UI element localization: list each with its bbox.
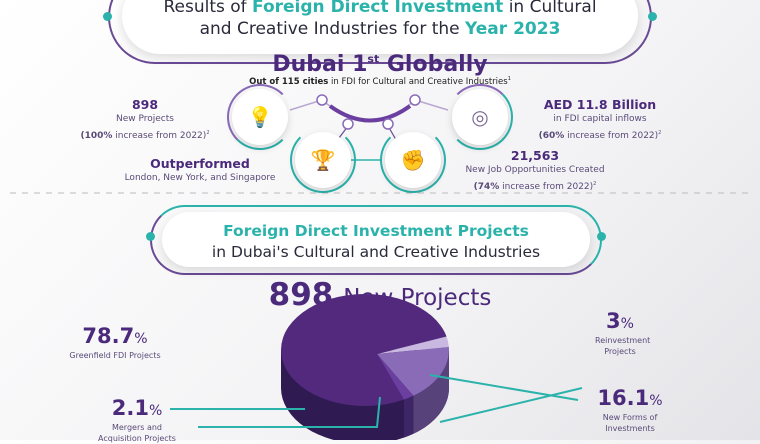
pie-slice [281,294,447,406]
target-icon: ◎ [452,89,508,145]
stat-line1: London, New York, and Singapore [124,173,276,183]
pie-slice [377,346,449,396]
pct-value: 2.1 [111,396,149,420]
stat-value: 21,563 [510,148,560,163]
stat-projects: 898 New Projects (100% increase from 202… [60,97,230,143]
ranking-subtitle-rest: in FDI for Cultural and Creative Industr… [328,76,508,87]
pie-slice-side [413,350,449,434]
ring [380,127,446,193]
stat-capital: AED 11.8 Billion in FDI capital inflows … [510,97,690,143]
stat-line1: New Projects [116,114,174,124]
pie-slice [377,354,414,400]
pct-unit: % [134,331,148,347]
stat-bold: (74% [473,182,500,192]
header-line1-pre: Results of [163,0,253,17]
node [382,118,394,130]
header-line1-post: in Cultural [503,0,597,17]
pct-unit: % [649,393,663,409]
pie-slice [377,336,449,354]
stat-note: 2 [206,130,210,136]
ranking-title-post: Globally [379,52,488,77]
stat-line1: New Job Opportunities Created [465,165,605,175]
stat-line2: increase from 2022) [564,131,659,141]
ring [290,127,356,193]
pct-value: 3 [606,309,621,333]
label-new-forms: 16.1% New Forms of Investments [585,387,675,434]
section2-title-main: Foreign Direct Investment Projects [223,222,529,240]
stat-bold: (60% [538,131,565,141]
pct-unit: % [620,316,634,332]
pct-value: 78.7 [82,324,135,348]
header-dot-left [103,12,112,21]
stat-value: Outperformed [150,156,250,171]
pct-unit: % [148,403,163,419]
label-mergers: 2.1% Mergers and Acquisition Projects [82,397,192,444]
header-line2-highlight: Year 2023 [465,19,561,39]
slice-label: Greenfield FDI Projects [69,351,161,360]
leader-line-reinvestment [439,387,583,423]
ring [227,84,293,150]
leader-line-mergers [198,396,381,428]
stat-line2: increase from 2022) [112,131,207,141]
stat-outperformed: Outperformed London, New York, and Singa… [100,156,300,185]
header-title: Results of Foreign Direct Investment in … [122,0,638,54]
ranking-subtitle: Out of 115 cities in FDI for Cultural an… [0,76,760,87]
section2-title: Foreign Direct Investment Projects in Du… [162,212,590,267]
label-greenfield: 78.7% Greenfield FDI Projects [50,325,180,361]
slice-label: Mergers and Acquisition Projects [98,423,176,443]
node [316,94,328,106]
ranking-title-main: Dubai 1 [272,52,368,77]
leader-line-new-forms [429,374,579,401]
header-line1-highlight: Foreign Direct Investment [252,0,504,17]
header-line2-pre: and Creative Industries for the [199,19,466,39]
section2-dot-left [146,232,155,241]
ring [447,84,513,150]
stat-value: 898 [131,97,159,112]
pct-value: 16.1 [597,386,650,410]
stat-note: 2 [593,181,597,187]
ranking-subtitle-bold: Out of 115 cities [249,76,329,87]
lightbulb-icon: 💡 [232,89,288,145]
ranking-title: Dubai 1st Globally [0,52,760,77]
pie-slice-side [403,395,414,438]
slice-label: New Forms of Investments [602,413,658,433]
node [342,118,354,130]
stat-jobs: 21,563 New Job Opportunities Created (74… [445,148,625,194]
header-dot-right [648,12,657,21]
stat-note: 2 [658,130,662,136]
section2-dot-right [597,232,606,241]
stat-line1: in FDI capital inflows [553,114,647,124]
label-reinvestment: 3% Reinvestment Projects [580,310,660,357]
trophy-icon: 🏆 [295,132,351,188]
node [409,94,421,106]
slice-label: Reinvestment Projects [595,336,651,356]
ranking-title-sup: st [367,52,380,66]
ranking-subtitle-note: 1 [507,76,511,82]
stat-line2: increase from 2022) [499,182,594,192]
section2-subtitle: in Dubai's Cultural and Creative Industr… [211,243,541,261]
stat-value: AED 11.8 Billion [543,97,657,112]
raised-fist-icon: ✊ [385,132,441,188]
stat-bold: (100% [80,131,113,141]
